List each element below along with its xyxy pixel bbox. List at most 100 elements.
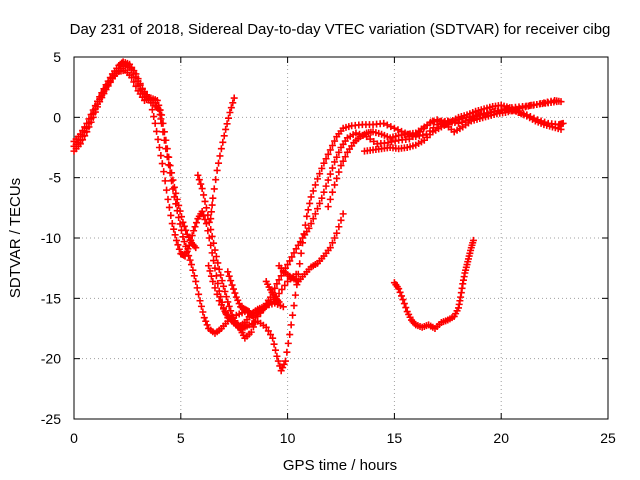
data-point bbox=[198, 207, 206, 215]
data-point bbox=[225, 114, 233, 122]
data-point bbox=[183, 247, 191, 255]
x-tick-label: 25 bbox=[600, 430, 616, 446]
series-arc-2 bbox=[70, 58, 300, 337]
data-point bbox=[269, 334, 277, 342]
data-point bbox=[196, 297, 204, 305]
data-point bbox=[326, 146, 334, 154]
data-point bbox=[161, 177, 169, 185]
data-point bbox=[214, 279, 222, 287]
data-point bbox=[211, 246, 219, 254]
data-point bbox=[215, 159, 223, 167]
data-point bbox=[165, 153, 173, 161]
series-arc-3 bbox=[70, 66, 200, 252]
data-point bbox=[79, 132, 87, 140]
data-point bbox=[168, 169, 176, 177]
data-point bbox=[235, 300, 243, 308]
data-point bbox=[203, 321, 211, 329]
data-point bbox=[228, 281, 236, 289]
data-point bbox=[198, 185, 206, 193]
data-point bbox=[221, 287, 229, 295]
data-point bbox=[249, 314, 257, 322]
data-point bbox=[553, 98, 561, 106]
chart-title: Day 231 of 2018, Sidereal Day-to-day VTE… bbox=[70, 21, 611, 38]
data-point bbox=[89, 110, 97, 118]
y-tick-label: 0 bbox=[53, 109, 61, 125]
data-point bbox=[314, 205, 322, 213]
data-point bbox=[320, 159, 328, 167]
data-point bbox=[207, 208, 215, 216]
data-point bbox=[175, 201, 183, 209]
data-point bbox=[210, 239, 218, 247]
data-point bbox=[296, 260, 304, 268]
data-point bbox=[170, 225, 178, 233]
data-point bbox=[324, 203, 332, 211]
data-point bbox=[182, 226, 190, 234]
data-point bbox=[201, 215, 209, 223]
data-point bbox=[339, 157, 347, 165]
data-point bbox=[390, 124, 398, 132]
data-point bbox=[156, 106, 164, 114]
data-point bbox=[83, 124, 91, 132]
data-point bbox=[204, 211, 212, 219]
y-tick-label: -10 bbox=[41, 230, 61, 246]
data-point bbox=[160, 168, 168, 176]
data-point bbox=[388, 138, 396, 146]
data-point bbox=[93, 100, 101, 108]
data-point bbox=[283, 348, 291, 356]
data-point bbox=[275, 290, 283, 298]
data-point bbox=[190, 227, 198, 235]
data-point bbox=[132, 70, 140, 78]
series-arc-1 bbox=[70, 60, 287, 342]
data-point bbox=[179, 218, 187, 226]
data-point bbox=[262, 323, 270, 331]
data-point bbox=[303, 212, 311, 220]
data-point bbox=[185, 252, 193, 260]
data-point bbox=[286, 331, 294, 339]
data-point bbox=[311, 210, 319, 218]
data-point bbox=[322, 155, 330, 163]
data-series bbox=[70, 58, 567, 375]
data-point bbox=[205, 218, 213, 226]
data-point bbox=[227, 307, 235, 315]
data-point bbox=[213, 290, 221, 298]
data-point bbox=[279, 364, 287, 372]
data-point bbox=[167, 211, 175, 219]
data-point bbox=[227, 277, 235, 285]
data-point bbox=[469, 236, 477, 244]
data-point bbox=[200, 191, 208, 199]
data-point bbox=[200, 314, 208, 322]
data-point bbox=[400, 300, 408, 308]
data-point bbox=[192, 219, 200, 227]
axis-ticks: 0 5 10 15 20 25 5 0 -5 -10 -15 -20 -25 bbox=[41, 49, 616, 446]
data-point bbox=[207, 226, 215, 234]
data-point bbox=[292, 245, 300, 253]
data-point bbox=[337, 162, 345, 170]
data-point bbox=[291, 291, 299, 299]
data-point bbox=[195, 176, 203, 184]
data-point bbox=[557, 125, 565, 133]
data-point bbox=[199, 308, 207, 316]
data-point bbox=[197, 302, 205, 310]
data-point bbox=[220, 305, 228, 313]
data-point bbox=[273, 280, 281, 288]
data-point bbox=[153, 127, 161, 135]
data-point bbox=[271, 284, 279, 292]
data-point bbox=[212, 253, 220, 261]
data-point bbox=[224, 268, 232, 276]
data-point bbox=[169, 176, 177, 184]
data-point bbox=[209, 277, 217, 285]
data-point bbox=[333, 174, 341, 182]
data-point bbox=[305, 224, 313, 232]
data-point bbox=[158, 111, 166, 119]
data-point bbox=[275, 276, 283, 284]
data-point bbox=[274, 357, 282, 365]
data-point bbox=[279, 303, 287, 311]
data-point bbox=[395, 285, 403, 293]
data-point bbox=[307, 220, 315, 228]
data-point bbox=[165, 203, 173, 211]
data-point bbox=[163, 145, 171, 153]
data-point bbox=[307, 193, 315, 201]
data-point bbox=[211, 264, 219, 272]
data-point bbox=[227, 104, 235, 112]
data-point bbox=[314, 175, 322, 183]
